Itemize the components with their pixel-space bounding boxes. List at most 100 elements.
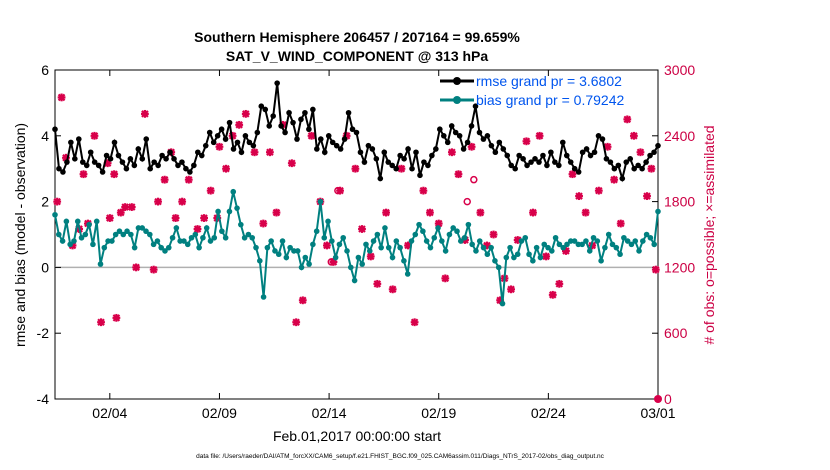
obs-assimilated-marker xyxy=(426,208,434,217)
series-rmse-point xyxy=(468,123,475,129)
obs-assimilated-marker xyxy=(265,148,274,157)
series-bias-point xyxy=(207,238,214,244)
series-rmse-point xyxy=(583,146,590,152)
series-rmse-point xyxy=(353,129,360,136)
series-rmse-point xyxy=(306,126,312,133)
obs-assimilated-marker xyxy=(206,186,215,195)
obs-assimilated-marker xyxy=(222,164,230,173)
series-rmse-point xyxy=(238,149,245,156)
obs-assimilated-marker xyxy=(121,203,130,211)
series-bias-point xyxy=(310,241,316,248)
series-bias-point xyxy=(651,241,658,248)
obs-possible-marker xyxy=(334,186,342,195)
series-bias-point xyxy=(545,244,551,251)
series-rmse-point xyxy=(460,146,467,152)
series-bias-point xyxy=(366,248,373,254)
series-rmse-point xyxy=(599,136,606,142)
obs-assimilated-marker xyxy=(97,318,105,327)
obs-assimilated-marker xyxy=(643,192,651,201)
series-bias-point xyxy=(423,238,430,244)
obs-assimilated-marker xyxy=(127,203,136,211)
obs-possible-marker xyxy=(470,175,478,184)
obs-assimilated-marker xyxy=(292,318,301,327)
obs-assimilated-marker xyxy=(141,109,149,118)
series-rmse-point xyxy=(202,142,209,149)
series-rmse-point xyxy=(464,139,471,146)
series-bias-point xyxy=(264,244,271,251)
x-tick-label: 02/09 xyxy=(202,405,237,421)
series-bias-point xyxy=(624,238,631,244)
series-rmse-point xyxy=(528,159,534,165)
series-rmse-point xyxy=(655,142,661,149)
series-bias-point xyxy=(541,241,548,248)
obs-assimilated-marker xyxy=(287,159,296,168)
series-rmse-point xyxy=(179,159,185,165)
obs-assimilated-marker xyxy=(467,142,476,151)
obs-assimilated-marker xyxy=(489,230,498,239)
series-bias-point xyxy=(420,228,426,235)
y-axis-label: rmse and bias (model - observation) xyxy=(12,123,28,347)
series-bias-point xyxy=(602,244,608,251)
series-bias-point xyxy=(530,258,536,264)
obs-assimilated-marker xyxy=(250,148,259,157)
series-bias-point xyxy=(74,218,81,225)
series-bias-point xyxy=(397,244,403,251)
series-bias-point xyxy=(59,238,66,244)
series-bias-point xyxy=(298,264,305,271)
series-rmse-point xyxy=(627,156,634,162)
series-rmse-point xyxy=(635,162,641,169)
series-bias-point xyxy=(63,218,70,225)
obs-assimilated-marker xyxy=(419,186,428,195)
series-rmse-point xyxy=(516,152,522,159)
series-bias-point xyxy=(165,244,172,251)
y-tick-label: 6 xyxy=(41,62,49,78)
series-rmse-point xyxy=(302,109,308,116)
series-rmse-point xyxy=(159,152,165,159)
series-bias-point xyxy=(378,244,384,251)
series-bias-point xyxy=(594,238,601,244)
series-bias-point xyxy=(215,208,221,215)
series-rmse-point xyxy=(274,80,280,86)
obs-assimilated-marker xyxy=(57,93,66,102)
obs-assimilated-marker xyxy=(476,208,485,217)
series-bias-point xyxy=(370,238,377,244)
series-rmse-point xyxy=(524,162,530,169)
series-bias-point xyxy=(321,234,328,241)
series-bias-point xyxy=(302,254,309,261)
y-right-tick-label: 0 xyxy=(664,391,672,407)
series-rmse-point xyxy=(79,159,86,165)
series-rmse-point xyxy=(250,142,257,149)
series-bias-point xyxy=(120,231,127,238)
series-bias-point xyxy=(393,238,400,244)
legend-marker-bias xyxy=(453,96,461,104)
series-rmse-point xyxy=(349,126,356,133)
series-rmse-point xyxy=(615,162,622,169)
chart-subtitle: SAT_V_WIND_COMPONENT @ 313 hPa xyxy=(226,48,489,64)
series-rmse-point xyxy=(563,152,570,159)
series-rmse-point xyxy=(623,159,630,165)
series-rmse-point xyxy=(595,133,602,139)
series-bias-point xyxy=(507,244,513,251)
series-rmse-point xyxy=(651,149,657,156)
series-bias-line xyxy=(54,191,659,304)
series-bias-point xyxy=(116,228,123,235)
series-rmse-point xyxy=(127,156,134,162)
obs-assimilated-marker xyxy=(200,214,209,222)
series-rmse-point xyxy=(619,175,626,182)
series-rmse-point xyxy=(437,126,443,133)
series-rmse-point xyxy=(492,149,499,156)
series-bias-point xyxy=(245,231,252,238)
series-rmse-point xyxy=(95,162,102,169)
series-bias-point xyxy=(469,241,475,248)
series-rmse-point xyxy=(72,156,78,162)
series-bias-point xyxy=(488,244,494,251)
obs-assimilated-marker xyxy=(535,131,544,140)
y-tick-label: -4 xyxy=(37,391,50,407)
series-bias-point xyxy=(93,218,100,225)
legend-label-rmse: rmse grand pr = 3.6802 xyxy=(476,73,622,89)
series-bias-point xyxy=(143,228,149,235)
series-rmse-point xyxy=(282,129,288,136)
series-rmse-point xyxy=(571,165,578,172)
series-rmse-point xyxy=(329,139,336,146)
